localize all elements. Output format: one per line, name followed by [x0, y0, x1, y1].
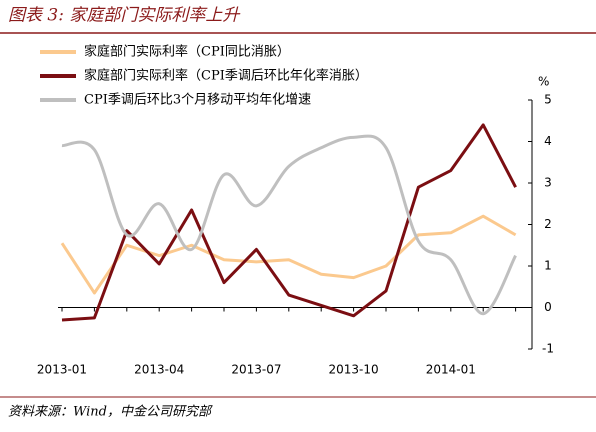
y-tick-label: 0 — [544, 300, 552, 314]
x-tick-label: 2013-10 — [329, 363, 379, 377]
series-line — [60, 214, 517, 295]
source: 资料来源：Wind，中金公司研究部 — [8, 404, 213, 420]
y-tick-label: 2 — [544, 217, 552, 231]
legend-label: 家庭部门实际利率（CPI同比消胀） — [84, 44, 290, 60]
x-tick-label: 2013-04 — [134, 363, 184, 377]
x-tick-label: 2013-07 — [231, 363, 281, 377]
y-tick-label: 5 — [544, 93, 552, 107]
y-tick-label: 4 — [544, 134, 552, 148]
legend-label: 家庭部门实际利率（CPI季调后环比年化率消胀） — [84, 68, 368, 84]
y-tick-label: -1 — [542, 342, 554, 356]
series-line — [61, 123, 517, 322]
x-tick-label: 2014-01 — [426, 363, 476, 377]
series-line — [61, 134, 517, 316]
legend-label: CPI季调后环比3个月移动平均年化增速 — [84, 93, 311, 108]
y-tick-label: 1 — [544, 259, 552, 273]
y-tick-label: 3 — [544, 176, 552, 190]
x-tick-label: 2013-01 — [37, 363, 87, 377]
unit-label: % — [538, 75, 549, 89]
chart-title: 图表 3: 家庭部门实际利率上升 — [8, 6, 241, 26]
